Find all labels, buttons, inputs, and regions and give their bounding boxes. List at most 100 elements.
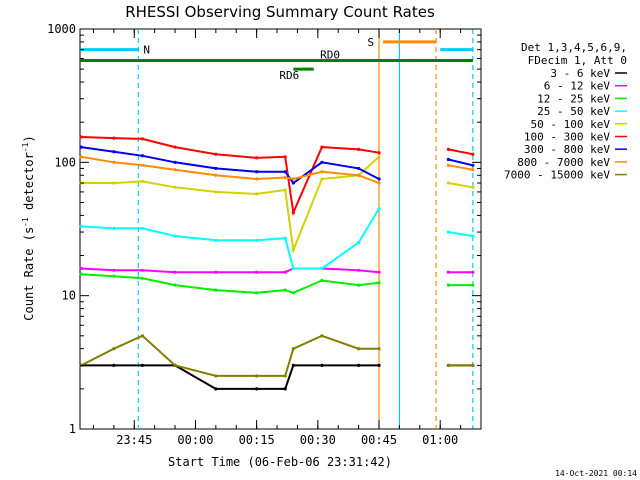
data-point: [173, 160, 177, 164]
series-line: [81, 136, 473, 217]
data-point: [320, 170, 324, 174]
data-point: [357, 363, 361, 367]
series-line: [81, 208, 473, 270]
data-point: [79, 266, 83, 271]
data-point: [255, 238, 259, 242]
data-point: [112, 363, 116, 367]
data-point: [291, 291, 295, 295]
y-axis-label: Count Rate (s-1 detector-1): [21, 135, 36, 320]
data-point: [255, 291, 259, 295]
data-point: [471, 270, 475, 274]
data-point: [471, 168, 475, 172]
data-point: [320, 145, 324, 149]
data-point: [446, 163, 450, 167]
data-point: [320, 177, 324, 181]
legend: Det 1,3,4,5,6,9,FDecim 1, Att 03 - 6 keV…: [504, 41, 627, 182]
data-point: [283, 175, 287, 180]
data-point: [377, 151, 381, 155]
data-point: [255, 270, 259, 274]
data-point: [255, 374, 259, 378]
data-point: [377, 155, 381, 159]
data-point: [255, 192, 259, 196]
data-point: [173, 168, 177, 172]
data-point: [357, 268, 361, 272]
legend-entry-label: 12 - 25 keV: [537, 92, 610, 105]
legend-entry-label: 300 - 800 keV: [524, 143, 610, 156]
data-point: [112, 150, 116, 154]
data-point: [214, 238, 218, 242]
legend-entry-label: 25 - 50 keV: [537, 105, 610, 118]
data-point: [320, 160, 324, 164]
data-point: [291, 248, 295, 252]
x-tick-label: 00:00: [177, 433, 213, 447]
data-point: [471, 283, 475, 287]
data-point: [173, 283, 177, 287]
flag-label: RD0: [320, 49, 340, 62]
data-point: [255, 387, 259, 391]
data-point: [291, 363, 295, 367]
x-tick-label: 01:00: [422, 433, 458, 447]
data-point: [140, 154, 145, 158]
data-point: [446, 283, 450, 287]
data-point: [173, 234, 177, 238]
data-point: [173, 185, 177, 189]
y-tick-label: 10: [62, 289, 76, 303]
timestamp: 14-Oct-2021 00:14: [555, 469, 637, 478]
data-point: [112, 136, 116, 140]
data-point: [214, 152, 218, 156]
y-tick-label: 100: [54, 155, 76, 169]
data-point: [214, 374, 218, 378]
data-point: [283, 236, 287, 240]
legend-entry-label: 6 - 12 keV: [544, 80, 611, 93]
legend-entry-label: 50 - 100 keV: [531, 118, 611, 131]
data-point: [79, 272, 83, 276]
data-point: [79, 135, 83, 139]
data-point: [112, 268, 116, 272]
data-point: [377, 363, 381, 367]
chart-title: RHESSI Observing Summary Count Rates: [125, 3, 435, 21]
data-point: [255, 177, 259, 181]
data-point: [79, 224, 83, 229]
data-point: [471, 163, 475, 167]
data-point: [283, 288, 287, 292]
series-line: [81, 273, 473, 294]
data-point: [377, 206, 381, 211]
series-line: [80, 334, 473, 377]
data-point: [357, 173, 361, 177]
data-point: [320, 278, 324, 283]
data-point: [357, 347, 361, 351]
data-point: [446, 270, 450, 274]
data-point: [140, 226, 145, 230]
data-point: [214, 166, 218, 171]
y-tick-label: 1: [69, 422, 76, 436]
series-layer: [79, 135, 475, 391]
data-point: [140, 268, 145, 272]
axes-layer: 1 10 100 1000 23:45 00:00 00:15 00:30 00:45 01:00: [47, 22, 482, 447]
overlay-layer: N RD0 RD6 S: [80, 29, 474, 429]
series-line: [81, 267, 473, 274]
data-point: [214, 190, 218, 194]
x-tick-label: 00:45: [361, 433, 397, 447]
data-point: [140, 163, 145, 167]
flag-label: N: [143, 44, 150, 57]
data-point: [471, 363, 475, 367]
data-point: [214, 288, 218, 292]
data-point: [377, 181, 381, 185]
data-point: [283, 188, 287, 192]
data-point: [357, 166, 361, 171]
legend-entry-label: 100 - 300 keV: [524, 131, 610, 144]
data-point: [112, 160, 116, 164]
data-point: [471, 234, 475, 238]
data-point: [112, 181, 116, 185]
data-point: [377, 270, 381, 274]
x-axis-label: Start Time (06-Feb-06 23:31:42): [168, 455, 392, 469]
data-point: [320, 334, 324, 338]
data-point: [377, 281, 381, 285]
data-point: [357, 147, 361, 152]
data-point: [214, 173, 218, 177]
y-tick-label: 1000: [47, 22, 76, 36]
data-point: [283, 155, 287, 159]
data-point: [357, 283, 361, 287]
